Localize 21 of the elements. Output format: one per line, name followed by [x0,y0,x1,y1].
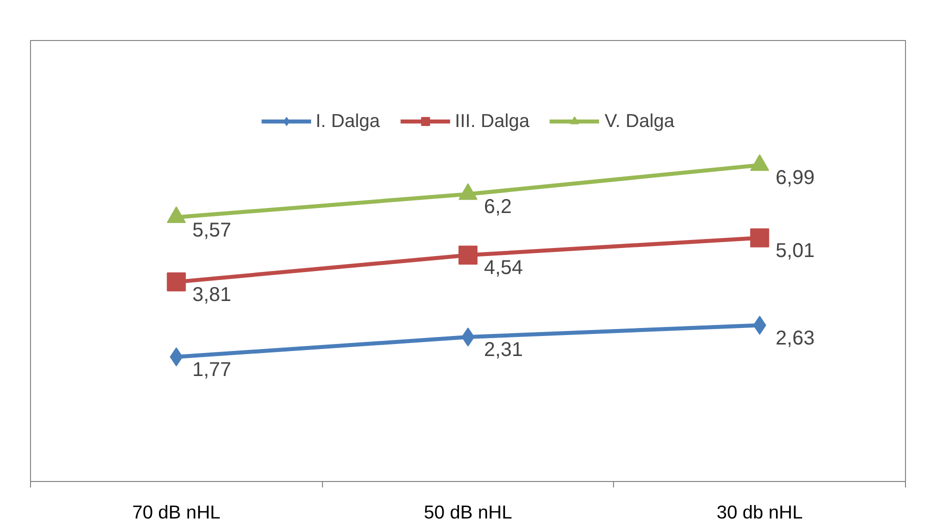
data-label: 6,2 [484,196,512,218]
point [750,154,770,171]
data-label: 2,63 [776,327,815,350]
point [750,228,770,248]
data-label: 4,54 [484,257,523,280]
point [458,183,478,200]
x-tick-label: 30 db nHL [716,502,803,522]
data-label: 2,31 [484,339,523,362]
data-label: 1,77 [192,358,232,381]
legend-label: III. Dalga [454,110,530,132]
legend-label: I. Dalga [316,110,380,132]
data-label: 5,01 [776,240,815,262]
point [458,246,478,265]
data-label: 6,99 [776,167,815,190]
point [166,206,186,223]
x-tick-label: 70 dB nHL [132,502,220,522]
legend-label: V. Dalga [604,110,674,132]
point [166,272,186,292]
data-label: 5,57 [192,219,232,242]
x-tick-label: 50 dB nHL [424,502,512,522]
data-label: 3,81 [192,284,232,306]
